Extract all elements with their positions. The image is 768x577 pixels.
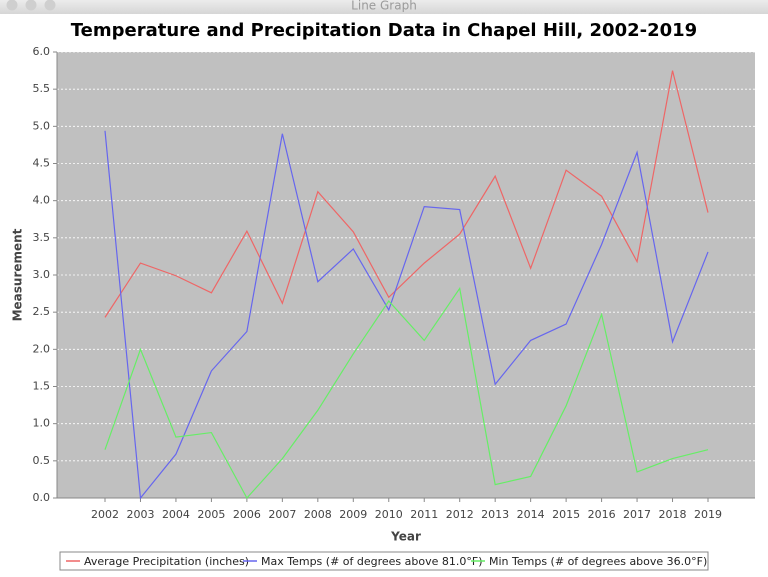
x-tick-label: 2013 [481, 508, 509, 521]
y-tick-label: 5.5 [33, 82, 51, 95]
legend [59, 551, 709, 571]
x-tick-label: 2007 [268, 508, 296, 521]
y-tick-label: 4.5 [33, 157, 51, 170]
x-axis-label: Year [390, 530, 421, 544]
x-tick-label: 2006 [233, 508, 261, 521]
x-tick-label: 2008 [304, 508, 332, 521]
x-tick-label: 2018 [659, 508, 687, 521]
y-tick-label: 2.5 [33, 305, 51, 318]
zoom-button[interactable] [44, 0, 56, 11]
close-button[interactable] [6, 0, 18, 11]
y-tick-label: 6.0 [33, 45, 51, 58]
data-line [104, 130, 709, 500]
legend-label: Average Precipitation (inches) [84, 555, 249, 568]
legend-label: Max Temps (# of degrees above 81.0°F) [261, 555, 483, 568]
x-tick-label: 2009 [339, 508, 367, 521]
x-tick-label: 2014 [517, 508, 545, 521]
data-line [104, 286, 709, 500]
x-tick-label: 2003 [126, 508, 154, 521]
y-axis-label: Measurement [11, 228, 25, 321]
x-tick-label: 2010 [375, 508, 403, 521]
y-tick-label: 0.0 [33, 491, 51, 504]
legend-label: Min Temps (# of degrees above 36.0°F) [489, 555, 707, 568]
chart-title: Temperature and Precipitation Data in Ch… [71, 20, 697, 41]
x-tick-label: 2002 [91, 508, 119, 521]
minimize-button[interactable] [25, 0, 37, 11]
y-tick-label: 1.5 [33, 380, 51, 393]
x-tick-label: 2019 [694, 508, 722, 521]
y-tick-label: 5.0 [33, 119, 51, 132]
y-tick-label: 0.5 [33, 454, 51, 467]
y-tick-label: 4.0 [33, 194, 51, 207]
y-tick-label: 3.0 [33, 268, 51, 281]
x-tick-label: 2015 [552, 508, 580, 521]
y-tick-label: 2.0 [33, 342, 51, 355]
x-tick-label: 2012 [446, 508, 474, 521]
y-tick-label: 3.5 [33, 231, 51, 244]
y-tick-label: 1.0 [33, 417, 51, 430]
x-tick-label: 2017 [623, 508, 651, 521]
x-tick-label: 2004 [162, 508, 190, 521]
x-tick-label: 2005 [197, 508, 225, 521]
x-tick-label: 2016 [588, 508, 616, 521]
x-tick-label: 2011 [410, 508, 438, 521]
window-title: Line Graph [351, 0, 417, 13]
title-bar [0, 0, 768, 14]
data-line [104, 70, 709, 318]
